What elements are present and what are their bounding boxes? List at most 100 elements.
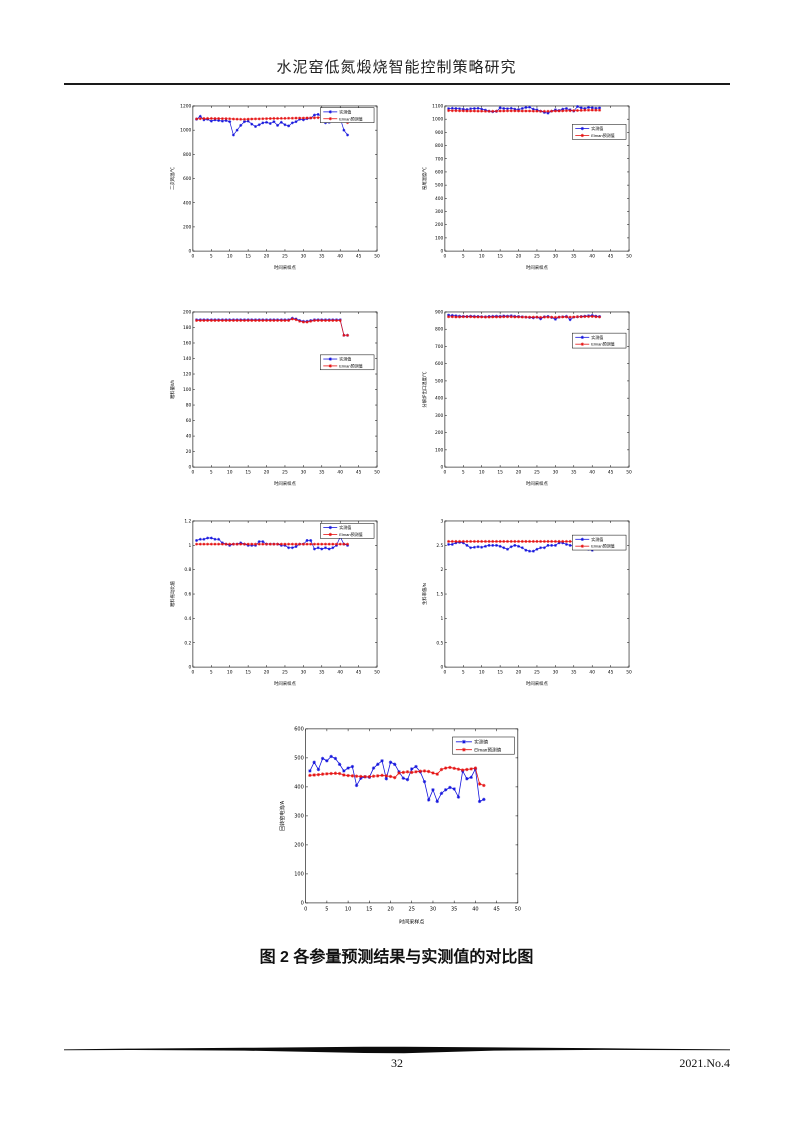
svg-text:35: 35	[571, 469, 577, 475]
issue-label: 2021.No.4	[679, 1056, 730, 1070]
svg-text:100: 100	[435, 235, 444, 241]
svg-text:40: 40	[472, 906, 478, 912]
svg-text:1.5: 1.5	[436, 592, 443, 598]
svg-text:40: 40	[186, 434, 192, 440]
svg-text:0: 0	[191, 253, 194, 259]
svg-text:15: 15	[366, 906, 372, 912]
svg-text:15: 15	[497, 469, 503, 475]
svg-text:300: 300	[435, 209, 444, 215]
svg-text:时间采样点: 时间采样点	[274, 680, 296, 687]
svg-text:30: 30	[301, 669, 307, 675]
svg-text:2.5: 2.5	[436, 543, 443, 549]
svg-text:40: 40	[589, 669, 595, 675]
svg-text:200: 200	[435, 222, 444, 228]
svg-text:30: 30	[553, 669, 559, 675]
chart-feed-rate: 0 20 40 60 80 100 120 140 160 180 200 0 5 10 15 20 25 30 3…	[168, 306, 385, 488]
svg-text:50: 50	[374, 669, 380, 675]
svg-text:时间采样点: 时间采样点	[274, 480, 296, 487]
svg-text:Elman预测值: Elman预测值	[591, 543, 614, 549]
svg-text:500: 500	[294, 756, 304, 762]
svg-text:时间采样点: 时间采样点	[526, 264, 548, 271]
svg-text:25: 25	[534, 669, 540, 675]
svg-text:1100: 1100	[432, 104, 443, 110]
svg-text:800: 800	[183, 152, 192, 158]
svg-text:10: 10	[227, 669, 233, 675]
svg-text:700: 700	[435, 344, 444, 350]
svg-text:15: 15	[245, 253, 251, 259]
svg-text:120: 120	[183, 372, 192, 378]
svg-text:30: 30	[553, 469, 559, 475]
svg-text:5: 5	[325, 906, 328, 912]
svg-text:5: 5	[462, 469, 465, 475]
svg-text:5: 5	[210, 469, 213, 475]
chart-secondary-air-temp: 0 200 400 600 800 1000 1200 0 5 10 15 20 25 30 35 40 45 5…	[168, 100, 385, 272]
svg-text:喂料拖动比值: 喂料拖动比值	[169, 580, 176, 607]
header-rule	[64, 83, 730, 85]
svg-text:时间采样点: 时间采样点	[526, 680, 548, 687]
svg-text:0: 0	[191, 669, 194, 675]
svg-text:0: 0	[443, 669, 446, 675]
svg-text:3: 3	[441, 519, 444, 525]
svg-text:300: 300	[435, 413, 444, 419]
svg-text:实测值: 实测值	[591, 536, 603, 542]
svg-text:1: 1	[441, 616, 444, 622]
svg-text:0: 0	[441, 665, 444, 671]
svg-text:30: 30	[301, 253, 307, 259]
svg-text:0.2: 0.2	[184, 640, 191, 646]
svg-text:窑尾温度/℃: 窑尾温度/℃	[421, 166, 428, 190]
svg-text:30: 30	[301, 469, 307, 475]
svg-text:Elman预测值: Elman预测值	[339, 362, 362, 368]
svg-text:50: 50	[626, 469, 632, 475]
svg-text:800: 800	[435, 327, 444, 333]
footer: 32 2021.No.4	[64, 1056, 730, 1072]
svg-text:100: 100	[435, 447, 444, 453]
svg-text:50: 50	[374, 253, 380, 259]
svg-text:180: 180	[183, 325, 192, 331]
svg-text:600: 600	[183, 176, 192, 182]
svg-text:5: 5	[462, 253, 465, 259]
svg-text:25: 25	[282, 469, 288, 475]
svg-text:时间采样点: 时间采样点	[399, 919, 424, 926]
svg-text:实测值: 实测值	[339, 356, 351, 362]
svg-text:1200: 1200	[180, 104, 191, 110]
svg-text:25: 25	[409, 906, 415, 912]
svg-text:0: 0	[189, 249, 192, 255]
svg-text:40: 40	[589, 253, 595, 259]
svg-text:45: 45	[356, 253, 362, 259]
svg-text:45: 45	[356, 669, 362, 675]
svg-text:20: 20	[264, 253, 270, 259]
svg-text:0: 0	[304, 906, 307, 912]
svg-text:0: 0	[441, 249, 444, 255]
chart-raw-meal-modulus: 0 0.5 1 1.5 2 2.5 3 0 5 10 15 20 25 30 35 40 45 50 时间采样点 生料…	[420, 515, 637, 688]
svg-text:20: 20	[387, 906, 393, 912]
svg-text:800: 800	[435, 143, 444, 149]
svg-text:时间采样点: 时间采样点	[274, 264, 296, 271]
svg-text:0.4: 0.4	[184, 616, 191, 622]
svg-text:35: 35	[319, 669, 325, 675]
svg-text:25: 25	[282, 669, 288, 675]
svg-text:20: 20	[516, 669, 522, 675]
svg-text:600: 600	[435, 169, 444, 175]
svg-text:0: 0	[441, 465, 444, 471]
svg-text:2: 2	[441, 567, 444, 573]
svg-text:15: 15	[245, 469, 251, 475]
svg-text:回转窑电流/A: 回转窑电流/A	[279, 800, 286, 831]
svg-text:35: 35	[571, 253, 577, 259]
svg-text:二次风温/℃: 二次风温/℃	[169, 166, 176, 190]
svg-text:500: 500	[435, 378, 444, 384]
svg-text:20: 20	[264, 469, 270, 475]
svg-text:50: 50	[626, 669, 632, 675]
svg-text:140: 140	[183, 356, 192, 362]
svg-text:45: 45	[608, 669, 614, 675]
svg-text:900: 900	[435, 130, 444, 136]
svg-text:15: 15	[245, 669, 251, 675]
svg-text:实测值: 实测值	[591, 334, 603, 340]
svg-text:35: 35	[319, 253, 325, 259]
svg-text:50: 50	[626, 253, 632, 259]
svg-text:1.2: 1.2	[184, 519, 191, 525]
svg-text:10: 10	[479, 469, 485, 475]
svg-text:0: 0	[191, 469, 194, 475]
svg-text:Elman预测值: Elman预测值	[474, 746, 501, 753]
svg-text:Elman预测值: Elman预测值	[339, 531, 362, 537]
svg-text:10: 10	[227, 469, 233, 475]
